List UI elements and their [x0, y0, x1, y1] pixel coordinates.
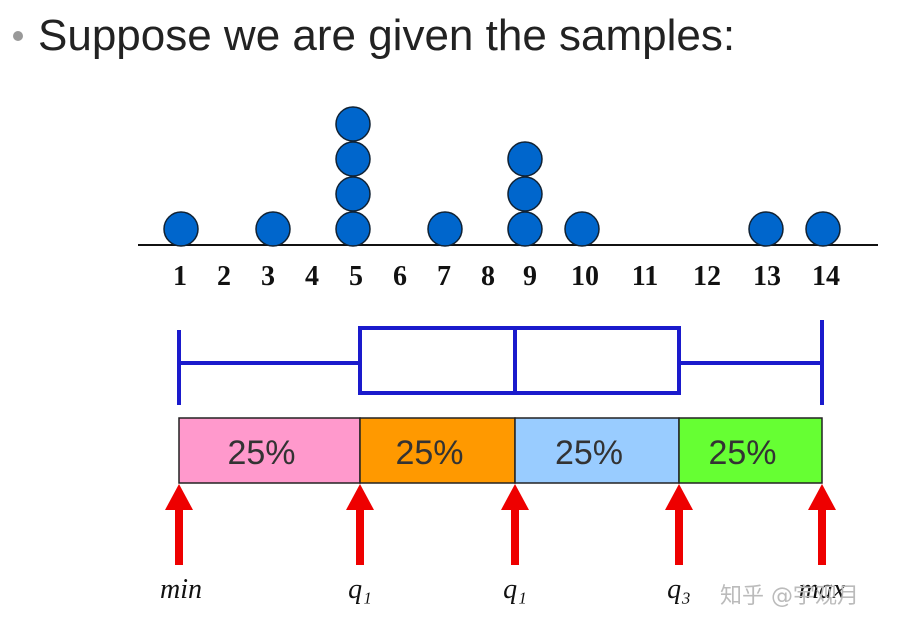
x-tick-label: 11 — [632, 261, 658, 292]
x-tick-label: 8 — [481, 261, 495, 292]
arrow-shaft — [356, 505, 364, 565]
segment-label: 25% — [227, 434, 295, 472]
x-tick-label: 6 — [393, 261, 407, 292]
dot — [335, 176, 371, 212]
x-tick-label: 7 — [437, 261, 451, 292]
arrow-head — [665, 484, 693, 510]
dot — [335, 141, 371, 177]
dot — [507, 211, 543, 247]
dot — [564, 211, 600, 247]
box-plot — [177, 320, 824, 405]
arrow-head — [165, 484, 193, 510]
marker-label: q₃ — [667, 574, 691, 605]
x-tick-label: 3 — [261, 261, 275, 292]
arrow-shaft — [675, 505, 683, 565]
x-tick-label: 13 — [753, 261, 781, 292]
x-tick-label: 2 — [217, 261, 231, 292]
marker-label: q₁ — [348, 574, 372, 605]
arrow-head — [501, 484, 529, 510]
watermark: 知乎 @宇观月 — [720, 584, 859, 609]
x-tick-label: 12 — [693, 261, 721, 292]
x-tick-label: 1 — [173, 261, 187, 292]
segment-label: 25% — [555, 434, 623, 472]
dot — [748, 211, 784, 247]
dot — [163, 211, 199, 247]
dot — [255, 211, 291, 247]
dot — [427, 211, 463, 247]
arrow-shaft — [175, 505, 183, 565]
dot — [335, 211, 371, 247]
marker-label: min — [160, 574, 202, 605]
bullet — [13, 31, 23, 41]
x-tick-label: 14 — [812, 261, 840, 292]
x-tick-label: 9 — [523, 261, 537, 292]
dot — [507, 141, 543, 177]
dot — [805, 211, 841, 247]
segment-label: 25% — [395, 434, 463, 472]
slide-title: Suppose we are given the samples: — [38, 11, 735, 60]
marker-label: q₁ — [503, 574, 527, 605]
x-tick-label: 5 — [349, 261, 363, 292]
quartile-segment — [178, 417, 361, 484]
dot — [507, 176, 543, 212]
quartile-segment — [678, 417, 823, 484]
marker-label: max — [799, 574, 846, 605]
arrow-shaft — [818, 505, 826, 565]
dot — [335, 106, 371, 142]
x-tick-label: 10 — [571, 261, 599, 292]
x-tick-label: 4 — [305, 261, 319, 292]
arrow-head — [346, 484, 374, 510]
arrow-shaft — [511, 505, 519, 565]
segment-label: 25% — [708, 434, 776, 472]
arrow-head — [808, 484, 836, 510]
